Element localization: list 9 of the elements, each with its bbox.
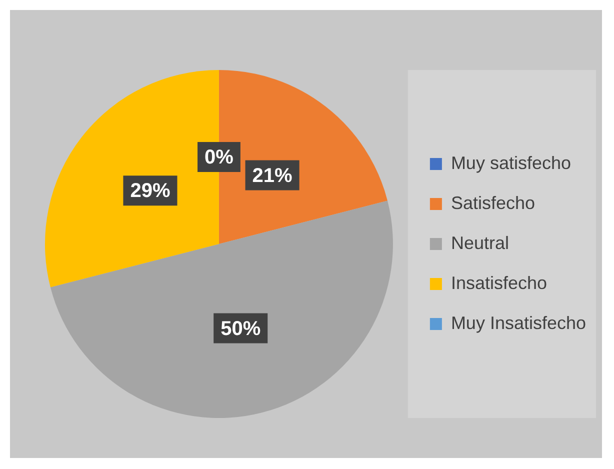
- legend-label: Muy satisfecho: [450, 152, 571, 173]
- data-label: 29%: [130, 180, 170, 202]
- legend-label: Satisfecho: [450, 192, 535, 213]
- legend-label: Muy Insatisfecho: [450, 312, 586, 333]
- legend-label: Neutral: [450, 232, 509, 253]
- legend-label: Insatisfecho: [450, 272, 547, 293]
- data-label: 50%: [220, 318, 261, 340]
- data-label: 21%: [252, 164, 293, 187]
- text: 0%: [204, 146, 234, 169]
